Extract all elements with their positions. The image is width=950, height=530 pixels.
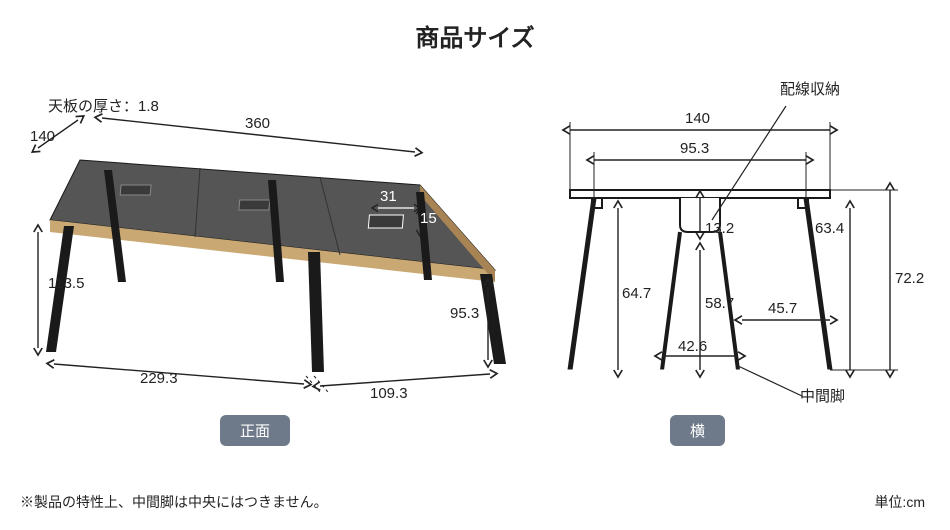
- side-view-panel: 配線収納 中間脚 140 95.3 72.2 63.4 45.7 64.7 13…: [530, 60, 930, 440]
- page-title: 商品サイズ: [0, 18, 950, 53]
- dim-overall-height: 72.2: [895, 270, 924, 287]
- front-tag: 正面: [220, 415, 290, 446]
- dim-span-right: 109.3: [370, 385, 408, 402]
- footnote: ※製品の特性上、中間脚は中央にはつきません。: [20, 492, 328, 512]
- dim-port-h: 15: [420, 210, 437, 227]
- dim-outer-leg-h: 64.7: [622, 285, 651, 302]
- dim-length: 360: [245, 115, 270, 132]
- dim-span-left: 229.3: [140, 370, 178, 387]
- thickness-label: 天板の厚さ：1.8: [48, 95, 159, 116]
- front-view-panel: 天板の厚さ：1.8 140 360 113.5 95.3 229.3 109.3…: [20, 60, 510, 440]
- dim-leg-back: 95.3: [450, 305, 479, 322]
- callout-cable-tray: 配線収納: [780, 78, 840, 99]
- side-tag: 横: [670, 415, 725, 446]
- dim-mid-leg-h: 58.7: [705, 295, 734, 312]
- dim-inner-to-side: 45.7: [768, 300, 797, 317]
- dim-under-clear: 63.4: [815, 220, 844, 237]
- dim-mid-leg-span: 42.6: [678, 338, 707, 355]
- side-view-svg: [530, 60, 930, 440]
- dim-depth: 140: [30, 128, 55, 145]
- callout-mid-leg: 中間脚: [800, 385, 845, 406]
- dim-top-inner: 95.3: [680, 140, 709, 157]
- dim-tray-drop: 13.2: [705, 220, 734, 237]
- dim-port-w: 31: [380, 188, 397, 205]
- dim-leg-front: 113.5: [48, 275, 84, 292]
- unit-label: 単位:cm: [874, 492, 925, 512]
- dim-top-outer: 140: [685, 110, 710, 127]
